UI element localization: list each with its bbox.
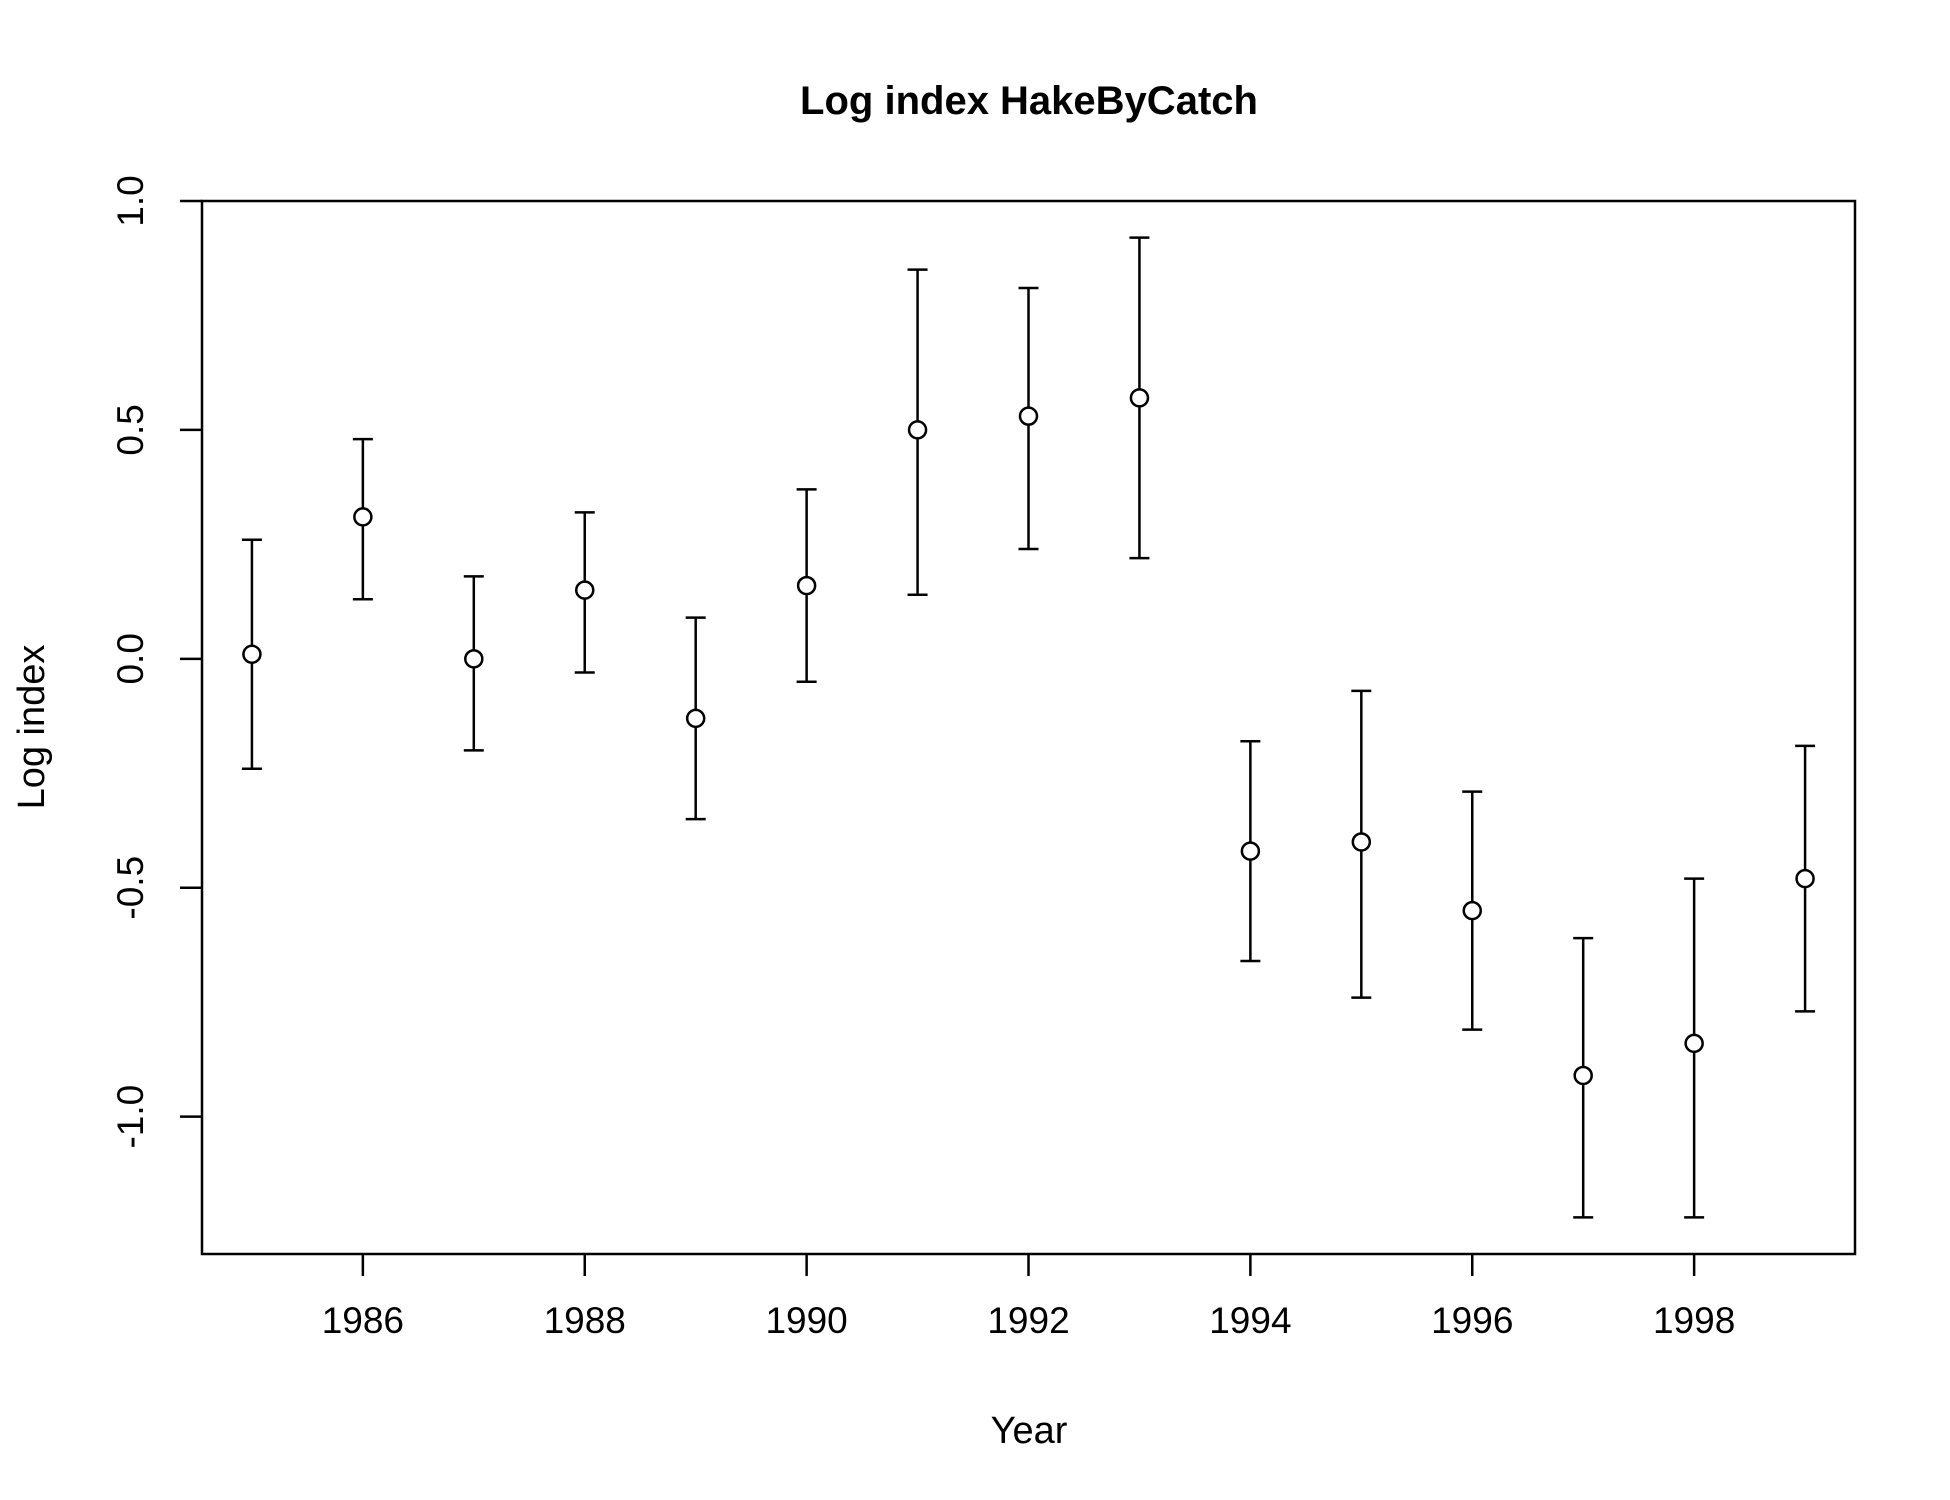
x-tick-label: 1992	[987, 1300, 1069, 1341]
x-axis: 1986 1988 1990 1992 1994 1996 1998	[322, 1254, 1735, 1341]
data-point	[242, 644, 262, 664]
data-point	[1795, 868, 1815, 889]
x-tick-label: 1994	[1209, 1300, 1291, 1341]
y-tick-label: 0.5	[110, 404, 151, 455]
data-point	[1018, 406, 1039, 426]
y-tick-label: 0.0	[110, 633, 151, 684]
data-point	[574, 580, 595, 600]
x-tick-label: 1998	[1653, 1300, 1735, 1341]
data-point	[353, 507, 373, 527]
y-tick-label: -0.5	[110, 856, 151, 920]
data-point	[1129, 388, 1150, 408]
y-axis-label: Log index	[11, 645, 53, 810]
data-point	[796, 575, 817, 596]
data-point	[907, 420, 928, 440]
data-point	[1573, 1065, 1593, 1086]
x-tick-label: 1990	[765, 1300, 847, 1341]
data-point	[1240, 841, 1261, 861]
x-tick-label: 1996	[1431, 1300, 1513, 1341]
data-point	[685, 708, 706, 729]
chart-title: Log index HakeByCatch	[800, 79, 1258, 123]
data-point	[464, 649, 484, 669]
x-axis-label: Year	[991, 1410, 1068, 1452]
data-point	[1351, 832, 1372, 852]
data-point	[1684, 1033, 1704, 1054]
data-point	[1462, 900, 1483, 921]
y-axis: -1.0 -0.5 0.0 0.5 1.0	[110, 175, 202, 1149]
y-tick-label: -1.0	[110, 1085, 151, 1149]
x-tick-label: 1988	[544, 1300, 626, 1341]
y-tick-label: 1.0	[110, 175, 151, 226]
x-tick-label: 1986	[322, 1300, 404, 1341]
series-layer	[241, 236, 1816, 1219]
